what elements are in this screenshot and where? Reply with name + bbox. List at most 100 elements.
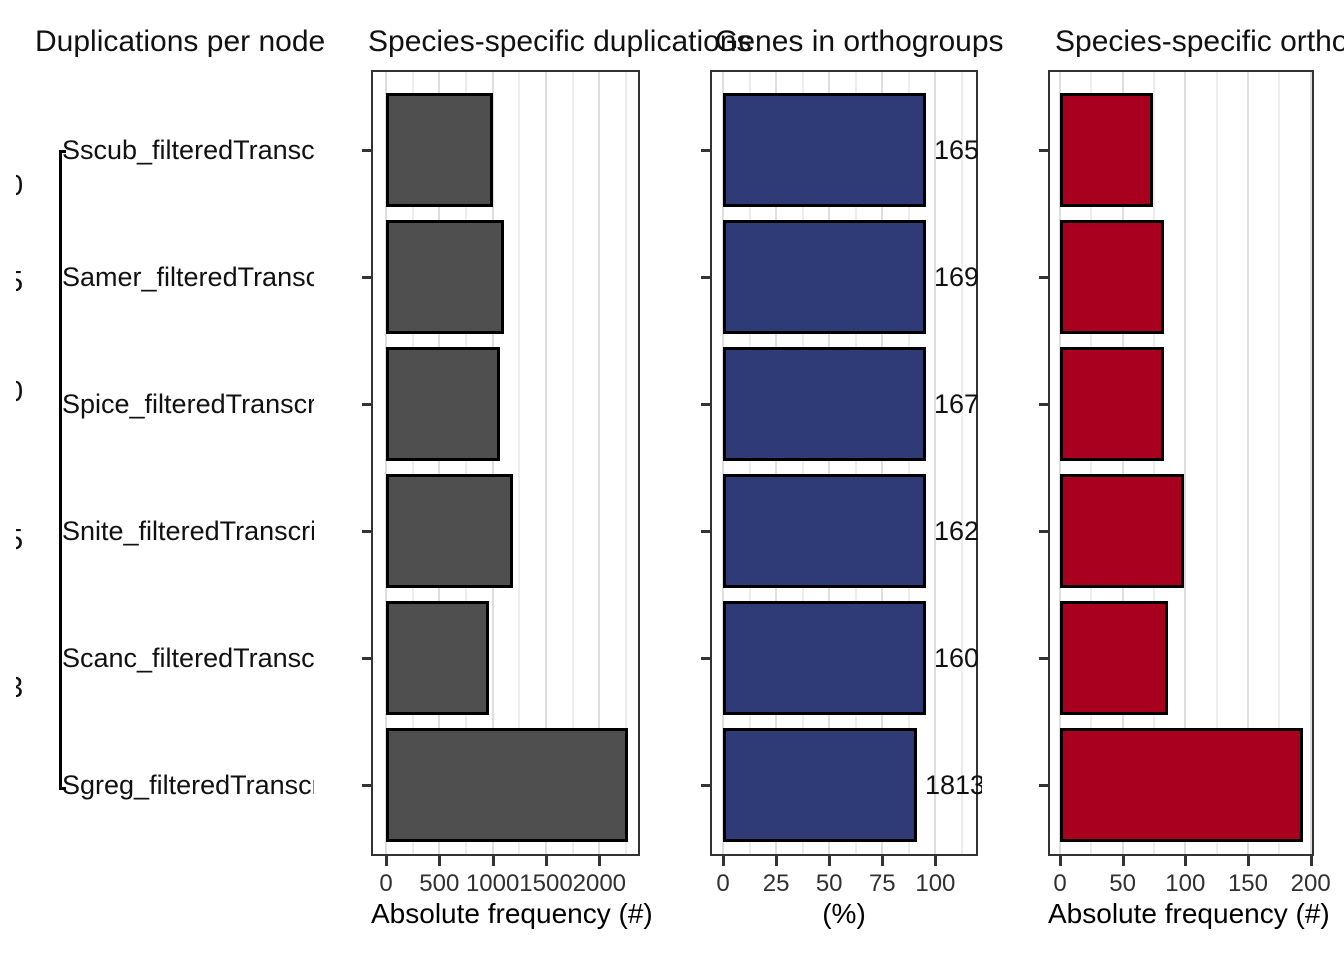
x-axis-tick-label: 200 bbox=[1290, 870, 1331, 897]
x-axis-tick bbox=[775, 856, 779, 866]
tree-tip-stub-bottom bbox=[59, 787, 66, 790]
tree-tip-label: Sgreg_filteredTranscriptome bbox=[62, 770, 314, 800]
x-axis-tick bbox=[1121, 856, 1125, 866]
x-axis-tick-label: 0 bbox=[716, 870, 730, 897]
tree-tip-label: Sscub_filteredTranscriptome bbox=[62, 135, 314, 165]
gridline bbox=[1246, 70, 1249, 856]
bar-spice bbox=[386, 347, 500, 461]
gridline bbox=[934, 70, 937, 856]
y-axis-tick bbox=[362, 276, 371, 279]
bar-label-layer: 165 169 167 162 160 1813 bbox=[710, 70, 982, 856]
bar-snite bbox=[1060, 474, 1184, 588]
gridline bbox=[1184, 70, 1187, 856]
bar-sscub bbox=[723, 93, 926, 207]
bar-samer bbox=[386, 220, 504, 334]
bar-spice bbox=[1060, 347, 1164, 461]
x-axis-tick-label: 150 bbox=[1227, 870, 1268, 897]
gridline bbox=[438, 70, 441, 856]
gridline bbox=[385, 70, 387, 856]
gridline bbox=[722, 70, 724, 856]
x-axis-tick bbox=[1059, 856, 1062, 866]
y-axis-tick bbox=[701, 403, 710, 406]
bar-scanc bbox=[723, 601, 926, 715]
gridline bbox=[1059, 70, 1061, 856]
x-axis-tick bbox=[545, 856, 548, 866]
gridline bbox=[571, 70, 574, 856]
y-axis-tick bbox=[362, 530, 371, 533]
y-axis-tick bbox=[1039, 276, 1048, 279]
y-axis-tick bbox=[362, 403, 371, 406]
tree-tip-label: Samer_filteredTranscriptome bbox=[62, 262, 314, 292]
x-axis-tick bbox=[934, 856, 938, 866]
bar-sscub bbox=[386, 93, 493, 207]
facet-title-duplications-per-node: Duplications per node bbox=[35, 25, 326, 58]
y-axis-tick bbox=[701, 276, 710, 279]
panel-genes-in-orthogroups: 0 25 50 75 100 (%) 165 169 167 162 160 1813 bbox=[701, 70, 982, 929]
x-axis-tick-label: 500 bbox=[419, 870, 460, 897]
x-axis-tick-label: 100 bbox=[1165, 870, 1206, 897]
bar-sscub bbox=[1060, 93, 1153, 207]
y-axis-tick bbox=[1039, 149, 1048, 152]
bar-value-label: 160 bbox=[934, 643, 980, 673]
gridline bbox=[775, 70, 778, 856]
gridline bbox=[491, 70, 494, 856]
x-axis-tick bbox=[1309, 856, 1313, 866]
y-axis-tick bbox=[362, 657, 371, 660]
gridline bbox=[748, 70, 751, 856]
panel-border bbox=[371, 70, 640, 856]
bar-snite bbox=[723, 474, 926, 588]
panel-species-specific-duplications: 0 500 1000 1500 2000 Absolute frequency (#) bbox=[362, 70, 653, 929]
y-axis-tick bbox=[701, 657, 710, 660]
panel-border bbox=[1048, 70, 1314, 856]
tree-node-label-clipped: 5 bbox=[16, 265, 36, 299]
tree-tip-label: Spice_filteredTranscriptome bbox=[62, 389, 314, 419]
tree-trunk-line bbox=[59, 150, 62, 790]
gridline bbox=[1278, 70, 1281, 856]
bar-value-label: 165 bbox=[934, 135, 980, 165]
gridline bbox=[828, 70, 831, 856]
x-axis-title: (%) bbox=[822, 898, 866, 929]
bar-sgreg bbox=[386, 728, 628, 842]
gridline bbox=[907, 70, 910, 856]
x-axis-tick-label: 0 bbox=[1053, 870, 1067, 897]
bar-scanc bbox=[1060, 601, 1168, 715]
bar-spice bbox=[723, 347, 926, 461]
y-axis-tick bbox=[362, 149, 371, 152]
tree-tip-label: Scanc_filteredTranscriptome bbox=[62, 643, 314, 673]
panel-border bbox=[710, 70, 978, 856]
gridline bbox=[1090, 70, 1093, 856]
gridline bbox=[801, 70, 804, 856]
x-axis-tick bbox=[722, 856, 725, 866]
y-axis-tick bbox=[701, 784, 710, 787]
tree-node-label-clipped: 0 bbox=[16, 169, 36, 203]
x-axis-tick-label: 100 bbox=[915, 870, 956, 897]
gridline bbox=[881, 70, 884, 856]
y-axis-tick bbox=[1039, 403, 1048, 406]
x-axis-tick bbox=[438, 856, 442, 866]
x-axis-tick-label: 50 bbox=[815, 870, 843, 897]
facet-title-species-specific-duplications: Species-specific duplications bbox=[368, 25, 752, 58]
x-axis-tick bbox=[491, 856, 495, 866]
y-axis-tick bbox=[1039, 784, 1048, 787]
gridline bbox=[1121, 70, 1124, 856]
x-axis-tick-label: 25 bbox=[762, 870, 790, 897]
y-axis-tick bbox=[1039, 657, 1048, 660]
x-axis-tick-label: 50 bbox=[1109, 870, 1136, 897]
tree-tip-stub-top bbox=[59, 150, 66, 153]
x-axis-tick bbox=[828, 856, 832, 866]
gridline bbox=[598, 70, 601, 856]
x-axis-tick-label: 1500 bbox=[519, 870, 573, 897]
y-axis-tick bbox=[701, 530, 710, 533]
tree-node-label-clipped: 0 bbox=[16, 375, 36, 409]
bar-snite bbox=[386, 474, 513, 588]
bar-samer bbox=[723, 220, 926, 334]
tree-node-label-clipped: 3 bbox=[16, 671, 36, 705]
x-axis-tick-label: 2000 bbox=[572, 870, 627, 897]
gridline bbox=[625, 70, 627, 856]
bar-samer bbox=[1060, 220, 1164, 334]
bar-sgreg bbox=[1060, 728, 1303, 842]
bar-scanc bbox=[386, 601, 489, 715]
y-axis-tick bbox=[1039, 530, 1048, 533]
gridline bbox=[411, 70, 414, 856]
